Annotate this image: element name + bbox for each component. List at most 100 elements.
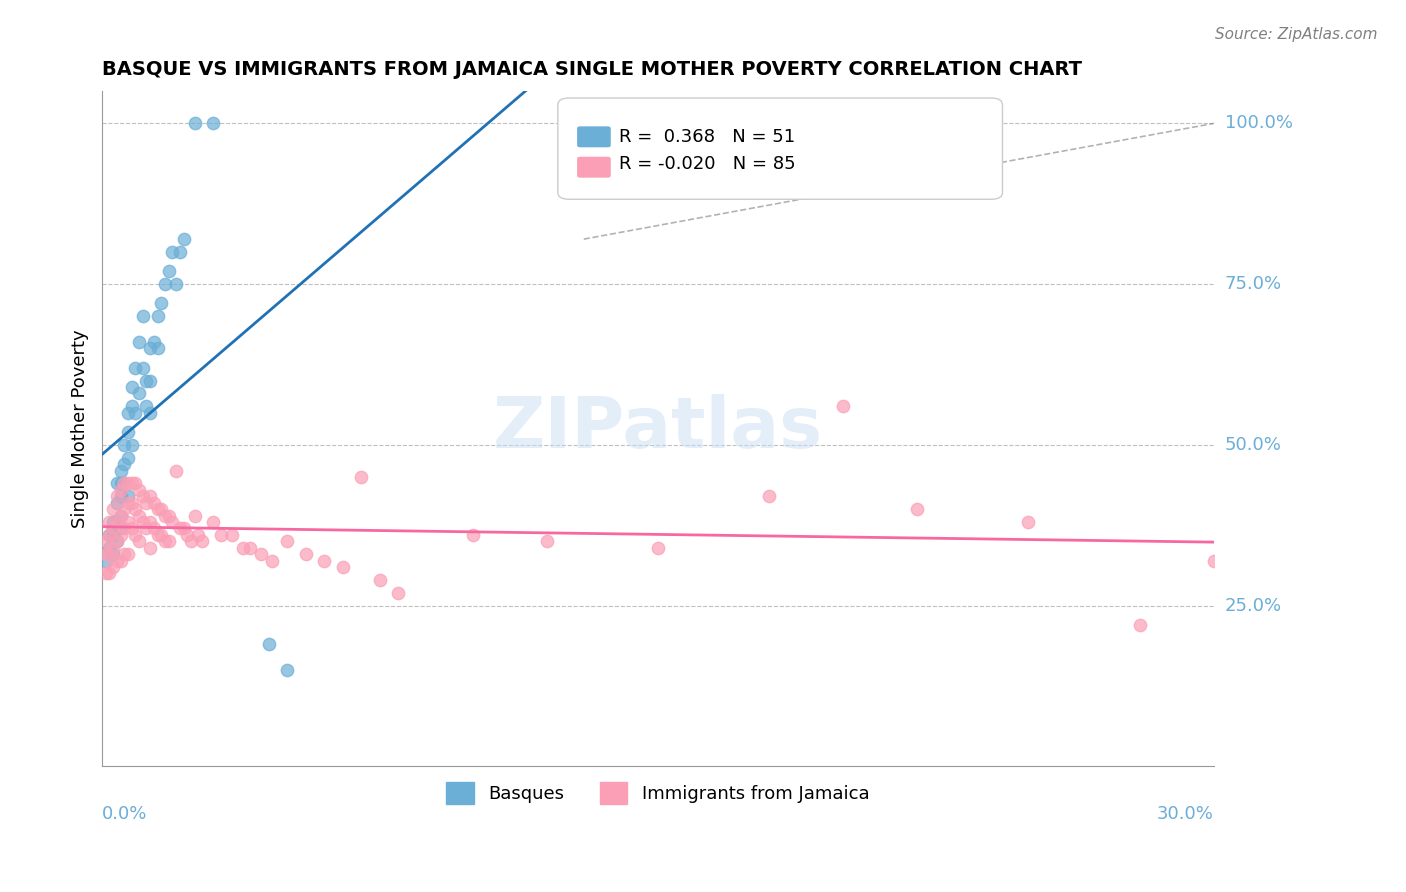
- Point: [105, 496, 128, 510]
- Point: [117, 476, 139, 491]
- Point: [110, 483, 132, 497]
- Point: [135, 399, 157, 413]
- Point: [135, 496, 157, 510]
- Point: [758, 489, 780, 503]
- Point: [139, 406, 162, 420]
- Point: [101, 521, 124, 535]
- Point: [112, 547, 135, 561]
- Point: [647, 541, 669, 555]
- Point: [150, 502, 173, 516]
- Point: [276, 534, 298, 549]
- Text: BASQUE VS IMMIGRANTS FROM JAMAICA SINGLE MOTHER POVERTY CORRELATION CHART: BASQUE VS IMMIGRANTS FROM JAMAICA SINGLE…: [103, 60, 1083, 78]
- Point: [165, 277, 187, 292]
- Point: [110, 476, 132, 491]
- FancyBboxPatch shape: [558, 98, 1002, 199]
- Point: [110, 508, 132, 523]
- Point: [146, 342, 169, 356]
- Point: [165, 464, 187, 478]
- Point: [142, 334, 165, 349]
- Point: [128, 334, 150, 349]
- Point: [121, 380, 143, 394]
- Point: [124, 360, 146, 375]
- Point: [157, 264, 180, 278]
- Point: [461, 528, 484, 542]
- Point: [202, 116, 225, 130]
- Point: [142, 521, 165, 535]
- Point: [157, 534, 180, 549]
- Point: [94, 566, 117, 581]
- Point: [112, 476, 135, 491]
- Point: [94, 547, 117, 561]
- Point: [314, 553, 336, 567]
- Point: [112, 502, 135, 516]
- Point: [128, 483, 150, 497]
- Legend: Basques, Immigrants from Jamaica: Basques, Immigrants from Jamaica: [439, 775, 876, 811]
- Point: [905, 502, 928, 516]
- Point: [117, 425, 139, 439]
- Point: [105, 534, 128, 549]
- Point: [110, 508, 132, 523]
- Point: [98, 515, 121, 529]
- Point: [101, 560, 124, 574]
- FancyBboxPatch shape: [578, 127, 610, 146]
- Point: [117, 515, 139, 529]
- Point: [124, 476, 146, 491]
- FancyBboxPatch shape: [578, 157, 610, 177]
- Point: [176, 528, 198, 542]
- Point: [139, 541, 162, 555]
- Point: [257, 637, 280, 651]
- Point: [98, 541, 121, 555]
- Point: [173, 232, 195, 246]
- Text: 75.0%: 75.0%: [1225, 275, 1282, 293]
- Point: [105, 489, 128, 503]
- Point: [146, 528, 169, 542]
- Point: [1017, 515, 1039, 529]
- Point: [150, 528, 173, 542]
- Point: [121, 496, 143, 510]
- Point: [180, 534, 202, 549]
- Point: [276, 663, 298, 677]
- Point: [169, 521, 191, 535]
- Point: [142, 496, 165, 510]
- Point: [128, 534, 150, 549]
- Point: [121, 476, 143, 491]
- Point: [132, 360, 155, 375]
- Point: [1129, 617, 1152, 632]
- Point: [117, 547, 139, 561]
- Point: [139, 374, 162, 388]
- Point: [150, 296, 173, 310]
- Text: ZIPatlas: ZIPatlas: [492, 394, 823, 463]
- Point: [135, 521, 157, 535]
- Point: [332, 560, 354, 574]
- Point: [105, 553, 128, 567]
- Point: [132, 310, 155, 324]
- Point: [139, 489, 162, 503]
- Point: [98, 566, 121, 581]
- Point: [112, 438, 135, 452]
- Point: [101, 528, 124, 542]
- Point: [124, 502, 146, 516]
- Text: 50.0%: 50.0%: [1225, 436, 1282, 454]
- Point: [110, 489, 132, 503]
- Point: [117, 496, 139, 510]
- Point: [121, 399, 143, 413]
- Point: [124, 528, 146, 542]
- Point: [146, 502, 169, 516]
- Point: [117, 406, 139, 420]
- Point: [121, 521, 143, 535]
- Point: [183, 116, 205, 130]
- Point: [112, 457, 135, 471]
- Point: [132, 489, 155, 503]
- Point: [832, 399, 855, 413]
- Point: [101, 502, 124, 516]
- Point: [221, 528, 243, 542]
- Point: [124, 406, 146, 420]
- Text: 0.0%: 0.0%: [103, 805, 148, 822]
- Point: [139, 342, 162, 356]
- Point: [350, 470, 373, 484]
- Point: [162, 244, 184, 259]
- Point: [112, 521, 135, 535]
- Point: [162, 515, 184, 529]
- Point: [232, 541, 254, 555]
- Point: [262, 553, 284, 567]
